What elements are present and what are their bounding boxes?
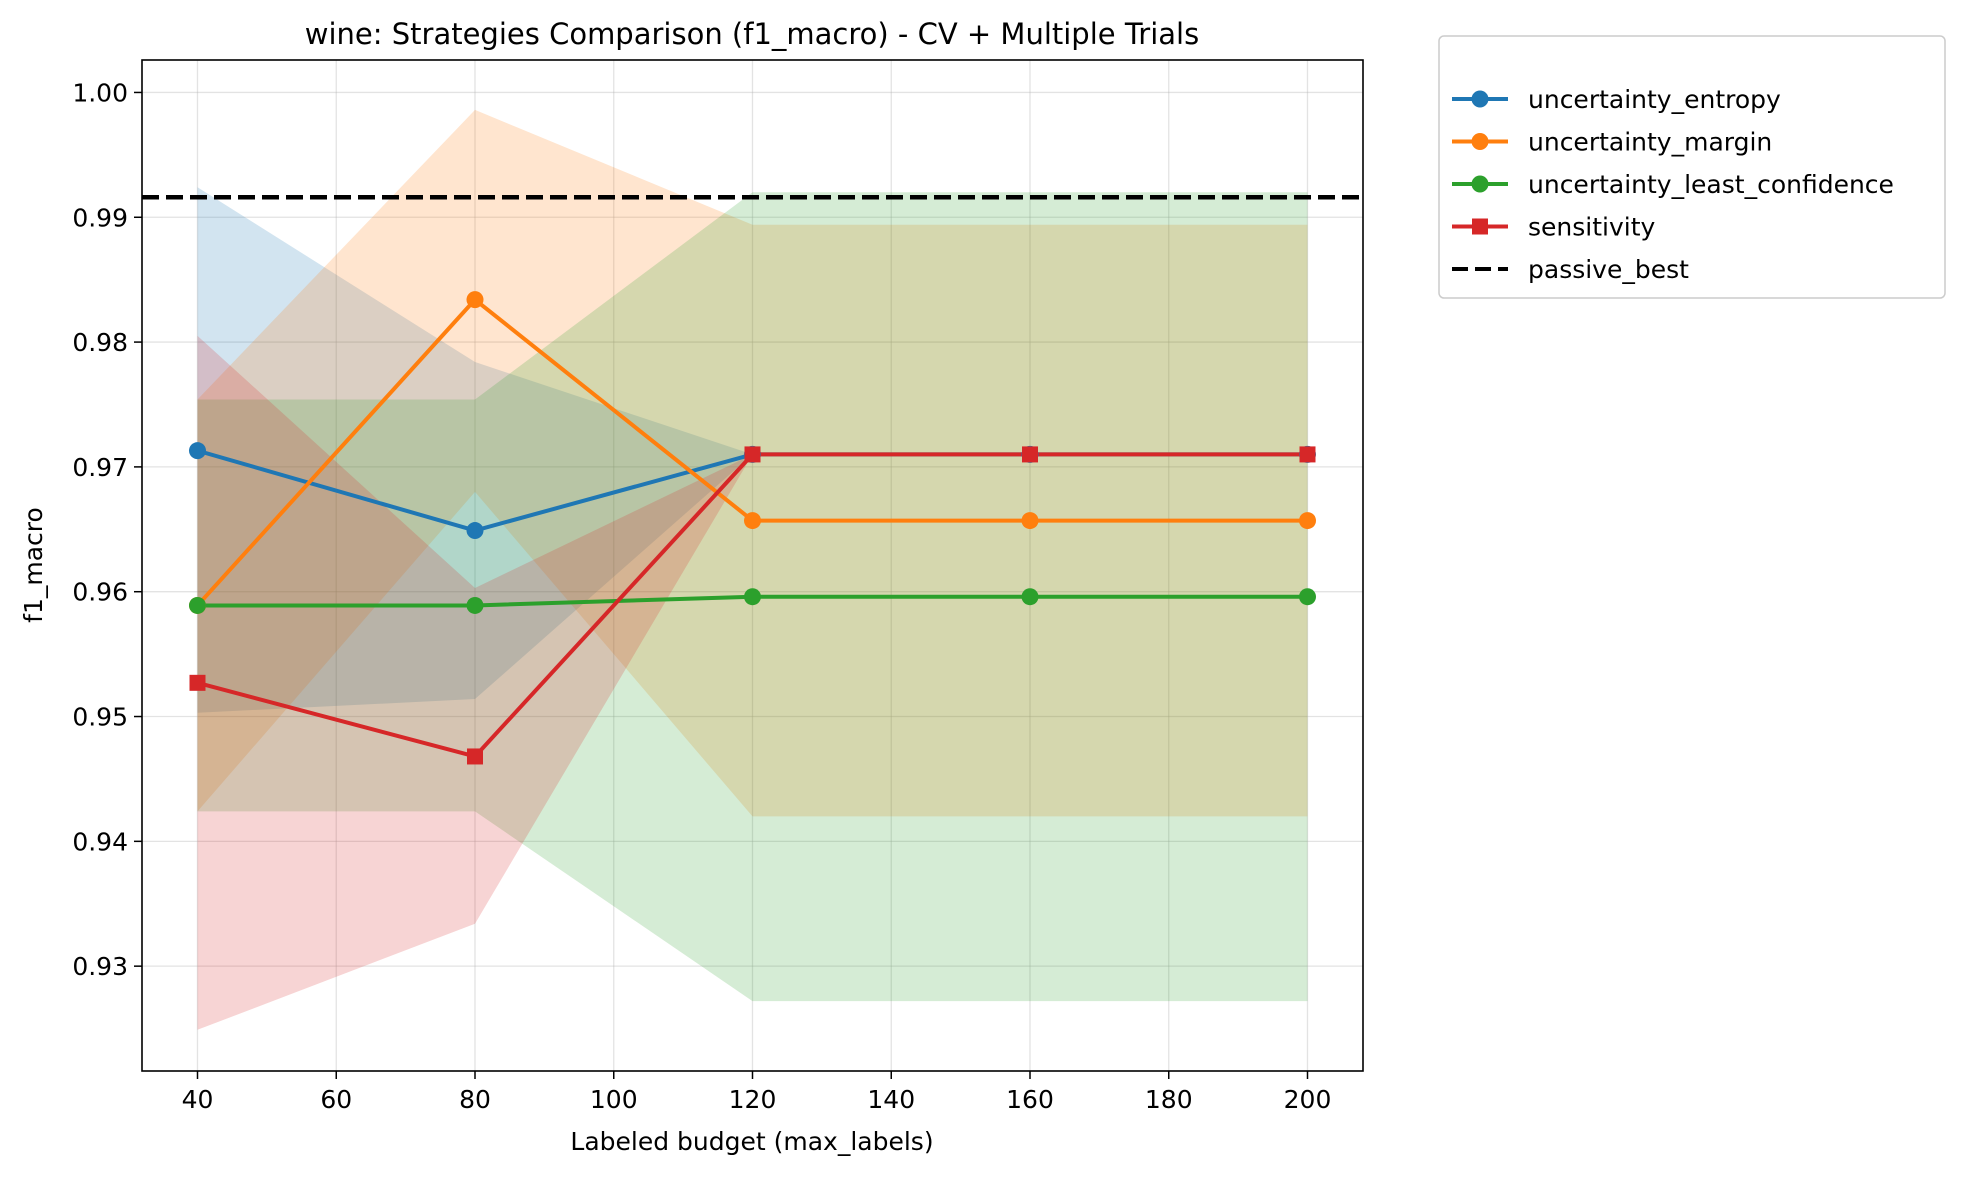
x-tick-label: 40 [182, 1085, 214, 1114]
y-tick-label: 0.94 [72, 827, 128, 856]
point-uncertainty-least-confidence [1021, 588, 1039, 606]
x-axis-ticks: 40 60 80 100 120 140 160 180 200 [182, 1071, 1332, 1114]
point-uncertainty-margin [1021, 512, 1039, 530]
legend-swatch-marker [1471, 90, 1489, 108]
legend-swatch-marker [1472, 218, 1488, 235]
chart-title: wine: Strategies Comparison (f1_macro) -… [305, 17, 1199, 51]
point-sensitivity [467, 748, 483, 765]
x-tick-label: 100 [590, 1085, 638, 1114]
legend-label: passive_best [1528, 255, 1689, 284]
legend-label: uncertainty_least_confidence [1528, 170, 1894, 199]
legend-swatch-marker [1471, 133, 1489, 150]
confidence-bands [197, 109, 1308, 1030]
legend-entry-uncertainty-margin: uncertainty_margin [1452, 128, 1772, 157]
point-sensitivity [1299, 446, 1316, 463]
x-tick-label: 180 [1145, 1085, 1193, 1114]
x-axis-label: Labeled budget (max_labels) [570, 1127, 933, 1156]
legend-entry-passive-best: passive_best [1452, 255, 1689, 284]
point-sensitivity [189, 674, 206, 691]
legend-entry-uncertainty-entropy: uncertainty_entropy [1452, 85, 1781, 114]
legend-label: sensitivity [1528, 213, 1656, 242]
band-uncertainty-entropy [197, 187, 1308, 713]
y-tick-label: 0.97 [72, 453, 128, 482]
x-tick-label: 80 [459, 1085, 491, 1114]
point-uncertainty-entropy [189, 442, 206, 460]
y-axis-ticks: 0.93 0.94 0.95 0.96 0.97 0.98 0.99 1.00 [72, 78, 142, 981]
legend: uncertainty_entropy uncertainty_marginunc… [1438, 35, 1946, 299]
band-uncertainty-margin [197, 109, 1308, 817]
grid [142, 60, 1363, 1071]
x-tick-label: 160 [1006, 1085, 1054, 1114]
y-tick-label: 0.93 [72, 952, 128, 981]
y-tick-label: 1.00 [72, 78, 128, 107]
y-tick-label: 0.95 [72, 703, 128, 732]
x-tick-label: 140 [867, 1085, 915, 1114]
point-uncertainty-least-confidence [744, 588, 761, 606]
legend-entry-sensitivity: sensitivity [1452, 213, 1656, 242]
point-uncertainty-least-confidence [466, 596, 484, 614]
legend-items: uncertainty_entropy uncertainty_marginunc… [1452, 85, 1894, 284]
point-uncertainty-least-confidence [189, 596, 206, 614]
point-uncertainty-least-confidence [1299, 588, 1316, 606]
point-uncertainty-margin [466, 291, 484, 309]
point-uncertainty-entropy [466, 522, 484, 540]
legend-label: uncertainty_entropy [1528, 85, 1781, 114]
x-tick-label: 60 [320, 1085, 352, 1114]
point-sensitivity [744, 446, 761, 463]
series-markers [189, 291, 1316, 765]
y-tick-label: 0.99 [72, 203, 128, 232]
y-axis-label: f1_macro [19, 507, 48, 623]
point-uncertainty-margin [1299, 512, 1316, 530]
point-sensitivity [1022, 446, 1038, 463]
y-tick-label: 0.96 [72, 578, 128, 607]
point-uncertainty-margin [744, 512, 761, 530]
x-tick-label: 200 [1284, 1085, 1332, 1114]
x-tick-label: 120 [729, 1085, 777, 1114]
legend-label: uncertainty_margin [1528, 128, 1772, 157]
legend-box [1438, 35, 1946, 299]
band-sensitivity [197, 335, 1308, 1030]
legend-entry-uncertainty-least-confidence: uncertainty_least_confidence [1452, 170, 1894, 199]
y-tick-label: 0.98 [72, 328, 128, 357]
legend-swatch-marker [1471, 175, 1489, 193]
